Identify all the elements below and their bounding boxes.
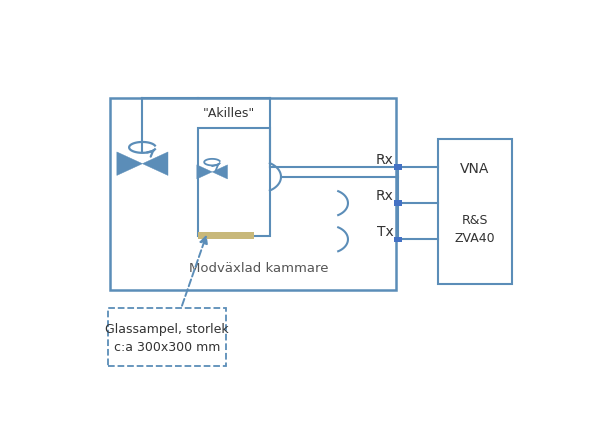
Text: Rx: Rx (376, 153, 394, 166)
Text: Tx: Tx (377, 225, 394, 239)
Text: VNA: VNA (460, 161, 490, 176)
FancyBboxPatch shape (198, 233, 254, 240)
Polygon shape (117, 153, 142, 176)
FancyBboxPatch shape (394, 237, 402, 242)
Text: Glassampel, storlek
c:a 300x300 mm: Glassampel, storlek c:a 300x300 mm (105, 322, 229, 353)
Polygon shape (142, 153, 168, 176)
FancyBboxPatch shape (394, 165, 402, 170)
FancyBboxPatch shape (394, 201, 402, 206)
Polygon shape (197, 165, 212, 179)
Text: Modväxlad kammare: Modväxlad kammare (189, 261, 328, 274)
Text: "Akilles": "Akilles" (203, 107, 255, 120)
Text: Rx: Rx (376, 188, 394, 202)
Text: R&S
ZVA40: R&S ZVA40 (455, 214, 495, 245)
Polygon shape (212, 165, 227, 179)
